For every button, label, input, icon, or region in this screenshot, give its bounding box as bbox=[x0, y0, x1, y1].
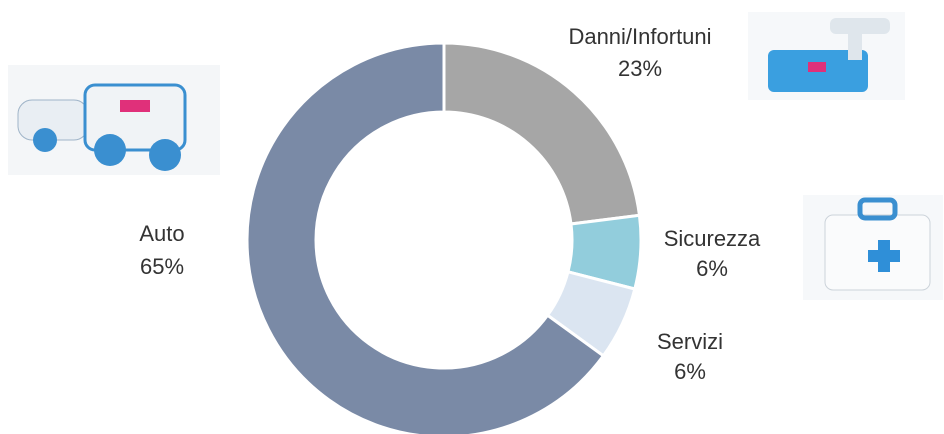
donut-slice bbox=[444, 43, 639, 224]
medkit-illustration bbox=[803, 195, 943, 300]
slice-label: Servizi bbox=[657, 329, 723, 354]
chart: Danni/Infortuni 23% Sicurezza 6% Servizi 6% Au… bbox=[0, 0, 944, 434]
page: {"chart_data": {"type": "donut", "catego… bbox=[0, 0, 944, 434]
slice-value: 65% bbox=[140, 254, 184, 279]
car-illustration bbox=[8, 65, 220, 175]
slice-value: 23% bbox=[618, 56, 662, 81]
slice-label: Auto bbox=[139, 221, 184, 246]
slice-value: 6% bbox=[674, 359, 706, 384]
slice-label: Sicurezza bbox=[664, 226, 761, 251]
slice-value: 6% bbox=[696, 256, 728, 281]
slice-label: Danni/Infortuni bbox=[568, 24, 711, 49]
toolbox-illustration bbox=[748, 12, 905, 100]
